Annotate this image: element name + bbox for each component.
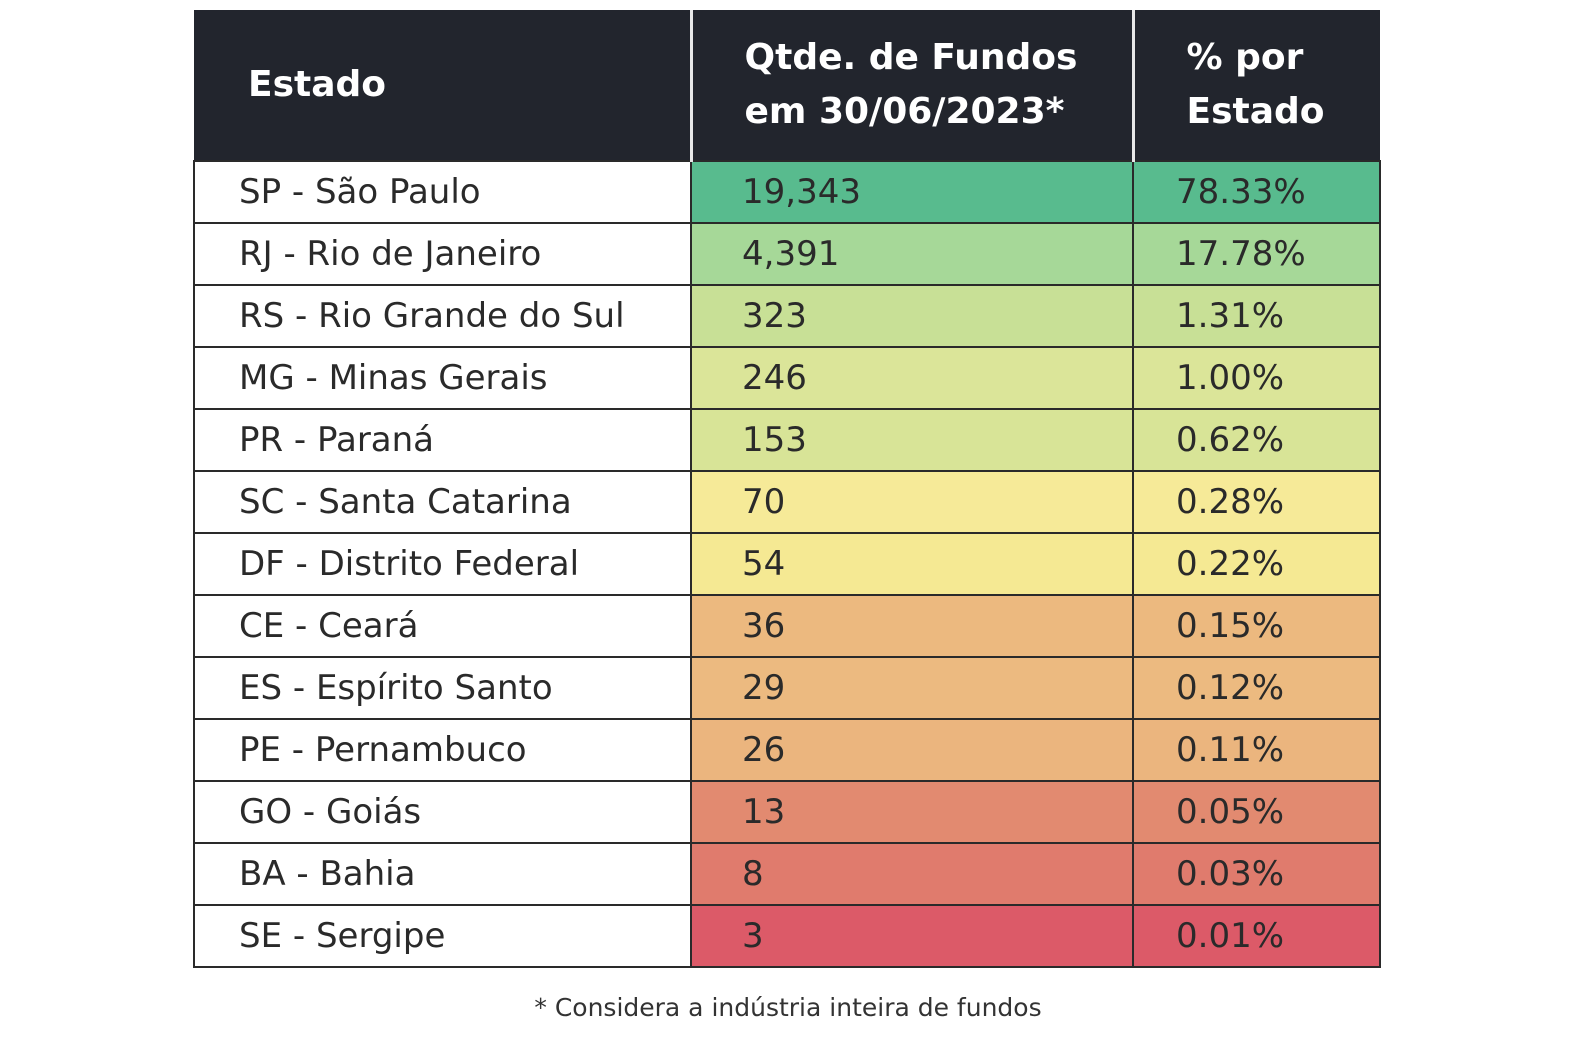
state-cell: SE - Sergipe bbox=[193, 904, 692, 968]
fund-count-cell: 13 bbox=[690, 780, 1134, 844]
table-row: SP - São Paulo 19,343 78.33% bbox=[193, 160, 1381, 224]
fund-count-cell: 246 bbox=[690, 346, 1134, 410]
fund-count-cell: 70 bbox=[690, 470, 1134, 534]
percent-cell: 1.00% bbox=[1132, 346, 1381, 410]
table-row: MG - Minas Gerais 246 1.00% bbox=[193, 346, 1381, 410]
state-cell: SC - Santa Catarina bbox=[193, 470, 692, 534]
fund-count-cell: 54 bbox=[690, 532, 1134, 596]
header-row: Estado Qtde. de Fundos em 30/06/2023* % p… bbox=[194, 10, 1380, 161]
table-row: PR - Paraná 153 0.62% bbox=[193, 408, 1381, 472]
percent-cell: 0.28% bbox=[1132, 470, 1381, 534]
state-cell: GO - Goiás bbox=[193, 780, 692, 844]
header-estado: Estado bbox=[194, 10, 691, 161]
table-row: SC - Santa Catarina 70 0.28% bbox=[193, 470, 1381, 534]
footnote: * Considera a indústria inteira de fundo… bbox=[534, 993, 1042, 1022]
table-row: RS - Rio Grande do Sul 323 1.31% bbox=[193, 284, 1381, 348]
state-cell: RS - Rio Grande do Sul bbox=[193, 284, 692, 348]
table-row: GO - Goiás 13 0.05% bbox=[193, 780, 1381, 844]
header-qtde: Qtde. de Fundos em 30/06/2023* bbox=[689, 10, 1133, 161]
fund-count-cell: 3 bbox=[690, 904, 1134, 968]
table-row: BA - Bahia 8 0.03% bbox=[193, 842, 1381, 906]
state-cell: PE - Pernambuco bbox=[193, 718, 692, 782]
percent-cell: 0.22% bbox=[1132, 532, 1381, 596]
fund-count-cell: 19,343 bbox=[690, 160, 1134, 224]
percent-cell: 17.78% bbox=[1132, 222, 1381, 286]
fund-count-cell: 153 bbox=[690, 408, 1134, 472]
state-cell: PR - Paraná bbox=[193, 408, 692, 472]
percent-cell: 0.15% bbox=[1132, 594, 1381, 658]
state-cell: ES - Espírito Santo bbox=[193, 656, 692, 720]
table-row: CE - Ceará 36 0.15% bbox=[193, 594, 1381, 658]
percent-cell: 0.03% bbox=[1132, 842, 1381, 906]
fund-count-cell: 4,391 bbox=[690, 222, 1134, 286]
header-pct-line1: % por bbox=[1186, 37, 1304, 78]
table-row: DF - Distrito Federal 54 0.22% bbox=[193, 532, 1381, 596]
percent-cell: 1.31% bbox=[1132, 284, 1381, 348]
fund-count-cell: 8 bbox=[690, 842, 1134, 906]
percent-cell: 0.05% bbox=[1132, 780, 1381, 844]
header-qtde-line2: em 30/06/2023* bbox=[744, 91, 1065, 132]
fund-count-cell: 29 bbox=[690, 656, 1134, 720]
funds-by-state-table: Estado Qtde. de Fundos em 30/06/2023* % p… bbox=[193, 10, 1381, 968]
state-cell: SP - São Paulo bbox=[193, 160, 692, 224]
table-row: RJ - Rio de Janeiro 4,391 17.78% bbox=[193, 222, 1381, 286]
percent-cell: 0.11% bbox=[1132, 718, 1381, 782]
table-row: SE - Sergipe 3 0.01% bbox=[193, 904, 1381, 968]
fund-count-cell: 36 bbox=[690, 594, 1134, 658]
percent-cell: 0.62% bbox=[1132, 408, 1381, 472]
state-cell: MG - Minas Gerais bbox=[193, 346, 692, 410]
table-row: PE - Pernambuco 26 0.11% bbox=[193, 718, 1381, 782]
fund-count-cell: 26 bbox=[690, 718, 1134, 782]
state-cell: DF - Distrito Federal bbox=[193, 532, 692, 596]
header-pct: % por Estado bbox=[1131, 10, 1380, 161]
state-cell: BA - Bahia bbox=[193, 842, 692, 906]
percent-cell: 78.33% bbox=[1132, 160, 1381, 224]
state-cell: CE - Ceará bbox=[193, 594, 692, 658]
state-cell: RJ - Rio de Janeiro bbox=[193, 222, 692, 286]
header-qtde-line1: Qtde. de Fundos bbox=[744, 37, 1078, 78]
percent-cell: 0.12% bbox=[1132, 656, 1381, 720]
table-row: ES - Espírito Santo 29 0.12% bbox=[193, 656, 1381, 720]
header-pct-line2: Estado bbox=[1186, 91, 1325, 132]
table-body: SP - São Paulo 19,343 78.33% RJ - Rio de Ja… bbox=[193, 160, 1381, 968]
percent-cell: 0.01% bbox=[1132, 904, 1381, 968]
fund-count-cell: 323 bbox=[690, 284, 1134, 348]
